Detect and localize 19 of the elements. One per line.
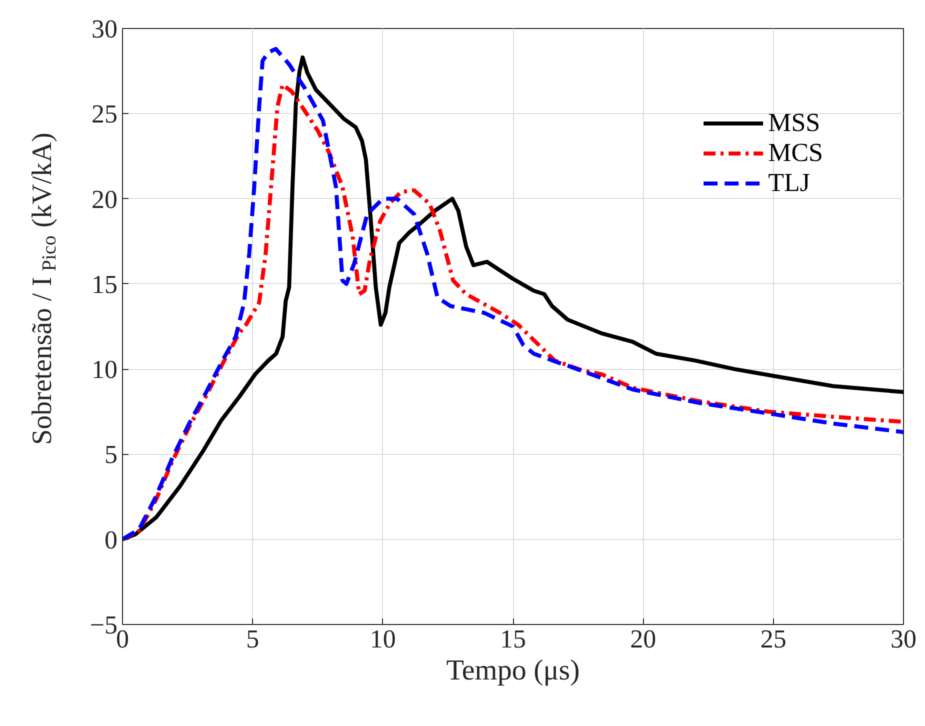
y-tick-label: −5 [90, 610, 118, 640]
y-tick-label: 20 [92, 184, 118, 214]
legend-label: TLJ [768, 168, 810, 198]
x-axis-title: Tempo (μs) [446, 654, 580, 686]
x-tick-label: 5 [246, 624, 260, 654]
y-tick-label: 10 [92, 355, 118, 384]
y-axis-title: Sobretensão / IPico (kV/kA) [27, 132, 60, 445]
x-tick-label: 20 [630, 624, 656, 654]
x-tick-label: 30 [890, 624, 916, 654]
y-tick-label: 25 [92, 100, 118, 129]
x-tick-label: 25 [760, 624, 786, 654]
legend-label: MCS [768, 138, 823, 168]
y-tick-label: 30 [92, 14, 118, 44]
y-tick-label: 0 [104, 525, 118, 554]
y-tick-label: 5 [104, 440, 118, 470]
x-tick-label: 10 [370, 624, 396, 654]
y-tick-label: 15 [92, 270, 118, 299]
x-tick-label: 15 [500, 624, 526, 654]
legend-label: MSS [768, 108, 820, 138]
